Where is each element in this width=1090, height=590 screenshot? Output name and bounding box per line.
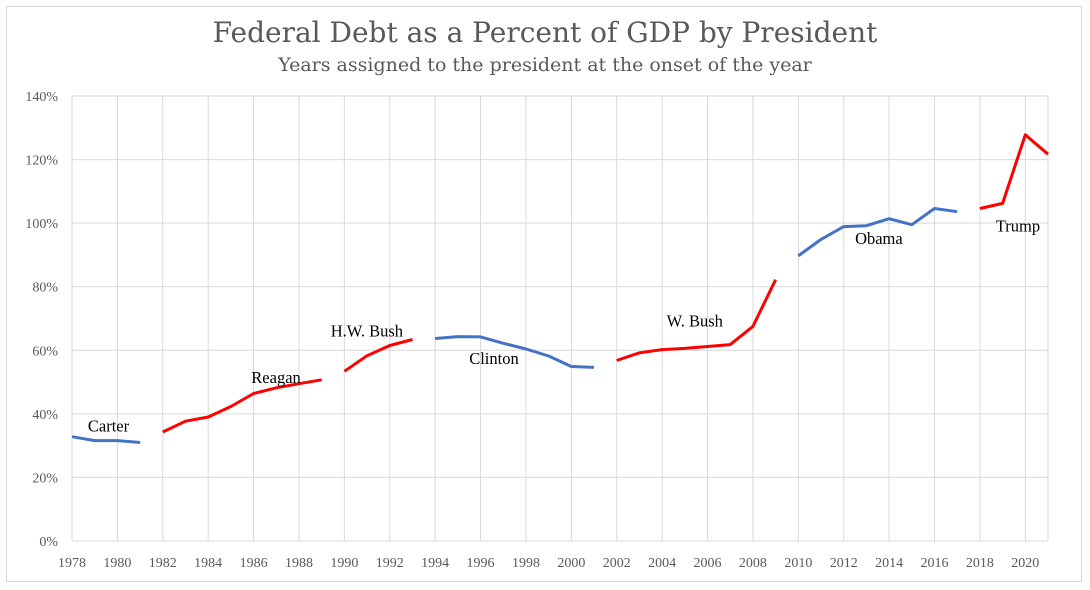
y-tick-label: 80% (32, 281, 58, 296)
x-tick-label: 1996 (467, 556, 495, 571)
series-line-carter (71, 435, 141, 444)
y-tick-label: 60% (32, 344, 58, 359)
y-tick-label: 120% (25, 154, 58, 169)
annotation-h-w-bush: H.W. Bush (331, 321, 404, 340)
annotation-w-bush: W. Bush (667, 311, 724, 330)
x-tick-label: 1988 (285, 556, 313, 571)
x-tick-label: 1980 (103, 556, 131, 571)
chart-frame (6, 6, 1082, 582)
chart-subtitle: Years assigned to the president at the o… (278, 54, 812, 76)
y-tick-label: 0% (39, 535, 58, 550)
gridlines (71, 95, 1049, 542)
x-tick-label: 2002 (603, 556, 631, 571)
annotation-carter: Carter (88, 416, 130, 435)
x-tick-label: 1990 (330, 556, 358, 571)
x-tick-label: 2012 (830, 556, 858, 571)
x-tick-label: 2004 (648, 556, 676, 571)
x-axis-ticks: 1978 1980 1982 1984 1986 1988 1990 1992 1994 1996… (58, 556, 1039, 571)
annotation-reagan: Reagan (251, 368, 300, 387)
series-line-trump (979, 133, 1049, 210)
x-tick-label: 2010 (784, 556, 812, 571)
series-lines (71, 133, 1049, 444)
x-tick-label: 1984 (194, 556, 222, 571)
annotation-clinton: Clinton (469, 349, 519, 368)
series-line-h-w-bush (343, 338, 413, 373)
x-tick-label: 2018 (966, 556, 994, 571)
y-tick-label: 140% (25, 90, 58, 105)
x-tick-label: 1982 (149, 556, 177, 571)
y-tick-label: 20% (32, 471, 58, 486)
x-tick-label: 1998 (512, 556, 540, 571)
x-tick-label: 1986 (240, 556, 268, 571)
x-tick-label: 2000 (557, 556, 585, 571)
chart-title: Federal Debt as a Percent of GDP by Pres… (212, 16, 878, 49)
series-line-obama (797, 207, 958, 258)
x-tick-label: 2014 (875, 556, 903, 571)
x-tick-label: 2006 (694, 556, 722, 571)
y-tick-label: 100% (25, 217, 58, 232)
annotation-trump: Trump (996, 217, 1040, 236)
series-line-reagan (162, 378, 322, 434)
y-tick-label: 40% (32, 408, 58, 423)
x-tick-label: 2016 (921, 556, 949, 571)
annotation-obama: Obama (855, 229, 903, 248)
y-axis-ticks: 0% 20% 40% 60% 80% 100% 120% 140% (25, 90, 58, 550)
x-tick-label: 1994 (421, 556, 449, 571)
x-tick-label: 1992 (376, 556, 404, 571)
series-line-clinton (435, 335, 595, 369)
x-tick-label: 2008 (739, 556, 767, 571)
x-tick-label: 1978 (58, 556, 86, 571)
series-line-w-bush (616, 279, 777, 362)
x-tick-label: 2020 (1011, 556, 1039, 571)
annotations: Carter Reagan H.W. Bush Clinton W. Bush Obama… (88, 217, 1040, 436)
